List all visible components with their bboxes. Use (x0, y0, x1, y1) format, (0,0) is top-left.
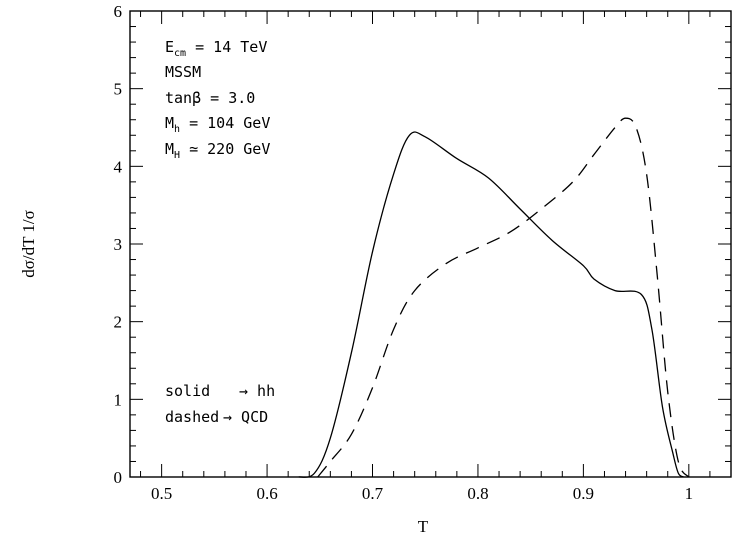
x-tick-label: 0.9 (573, 484, 594, 503)
legend-solid-label: solid (165, 382, 210, 400)
series-solid-line (298, 131, 684, 478)
legend-dashed-label: dashed (165, 408, 219, 426)
annotation-model: MSSM (165, 63, 201, 81)
y-tick-label: 1 (114, 390, 123, 409)
series-dashed-line (317, 117, 690, 478)
series-layer (298, 117, 690, 478)
legend: solid → hh dashed → QCD (165, 382, 275, 426)
annotation-energy: Ecm = 14 TeV (165, 38, 267, 59)
tick-labels: 0.5 0.6 0.7 0.8 0.9 1 0 1 2 3 4 5 6 (114, 2, 694, 503)
x-axis-title: T (418, 517, 429, 536)
x-tick-label: 1 (685, 484, 694, 503)
x-tick-label: 0.5 (151, 484, 172, 503)
annotation-mH: MH ≃ 220 GeV (165, 140, 270, 161)
legend-solid-target: → hh (239, 382, 275, 400)
y-axis-title: dσ/dT 1/σ (19, 210, 38, 278)
y-tick-label: 5 (114, 80, 123, 99)
y-tick-label: 3 (114, 235, 123, 254)
x-tick-label: 0.8 (467, 484, 488, 503)
x-tick-label: 0.7 (362, 484, 384, 503)
legend-dashed-target: → QCD (223, 408, 268, 426)
axis-ticks (130, 10, 732, 478)
y-tick-label: 0 (114, 468, 123, 487)
y-tick-label: 6 (114, 2, 123, 21)
plot-frame (129, 10, 732, 478)
x-tick-label: 0.6 (256, 484, 277, 503)
annotation-mh: Mh = 104 GeV (165, 114, 270, 135)
y-tick-label: 4 (114, 157, 123, 176)
annotation-tanbeta: tanβ = 3.0 (165, 89, 255, 107)
y-tick-label: 2 (114, 313, 123, 332)
parameter-annotations: Ecm = 14 TeV MSSM tanβ = 3.0 Mh = 104 Ge… (165, 38, 270, 161)
